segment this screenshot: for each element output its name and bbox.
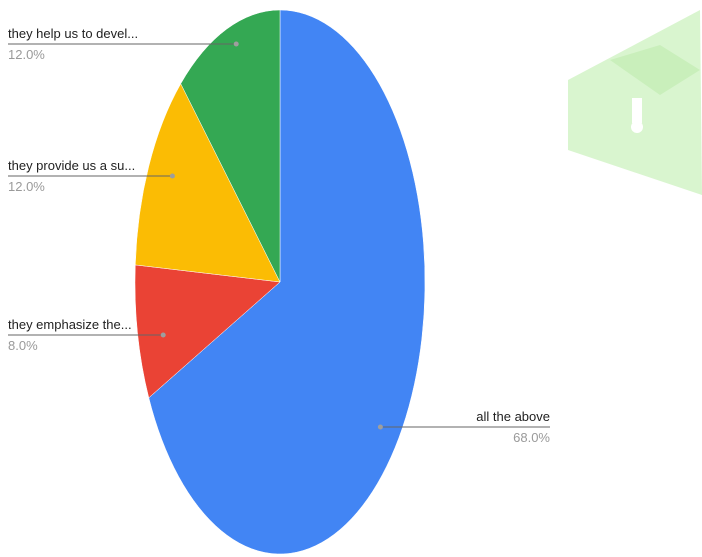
watermark-cap-top xyxy=(610,45,700,95)
slice-label-they-emphasize-the: they emphasize the... 8.0% xyxy=(8,317,166,353)
slice-percent-text: 68.0% xyxy=(513,430,550,445)
leader-dot xyxy=(160,332,166,338)
watermark-tassel-end xyxy=(631,121,643,133)
pie-slice-they-help-us-to-devel xyxy=(180,9,281,283)
slice-label-they-provide-us-a-su: they provide us a su... 12.0% xyxy=(8,158,175,194)
pie-labels: all the above 68.0% they emphasize the... 8… xyxy=(8,26,550,445)
pie-slice-they-provide-us-a-su xyxy=(135,83,281,283)
slice-percent-text: 12.0% xyxy=(8,47,45,62)
slice-label-text: they emphasize the... xyxy=(8,317,132,332)
slice-percent-text: 12.0% xyxy=(8,179,45,194)
leader-dot xyxy=(233,41,239,47)
slice-label-text: they provide us a su... xyxy=(8,158,135,173)
pie-slice-all-the-above xyxy=(148,9,426,555)
leader-dot xyxy=(377,424,383,430)
pie-slices xyxy=(134,9,426,555)
leader-dot xyxy=(169,173,175,179)
graduation-cap-watermark-icon xyxy=(568,10,702,195)
watermark-tassel xyxy=(632,98,642,123)
slice-label-they-help-us-to-devel: they help us to devel... 12.0% xyxy=(8,26,239,62)
slice-percent-text: 8.0% xyxy=(8,338,38,353)
pie-slice-they-emphasize-the xyxy=(134,264,281,399)
slice-label-text: they help us to devel... xyxy=(8,26,138,41)
slice-label-text: all the above xyxy=(476,409,550,424)
slice-label-all-the-above: all the above 68.0% xyxy=(377,409,550,445)
